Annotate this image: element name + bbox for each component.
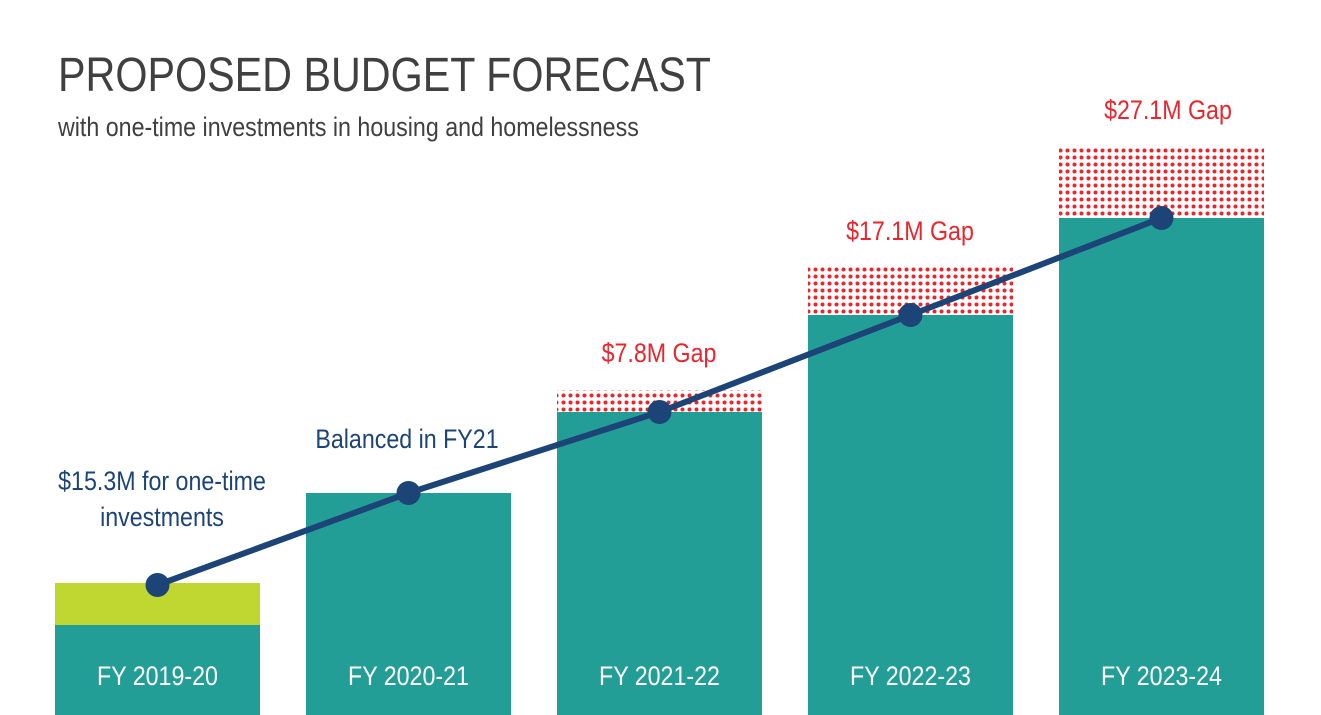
annotation-one-time: $15.3M for one-time investments xyxy=(58,466,266,532)
annotation-line: Balanced in FY21 xyxy=(315,424,498,454)
annotation-line: $17.1M Gap xyxy=(846,216,974,246)
bar-base xyxy=(557,412,762,715)
annotation-line: $7.8M Gap xyxy=(602,338,717,368)
trend-point xyxy=(1149,206,1174,230)
category-label: FY 2019-20 xyxy=(97,661,218,691)
category-label: FY 2023-24 xyxy=(1101,661,1222,691)
annotation-line: investments xyxy=(100,502,224,532)
category-label: FY 2022-23 xyxy=(850,661,971,691)
chart-subtitle: with one-time investments in housing and… xyxy=(58,112,639,142)
bar-base xyxy=(306,493,511,715)
annotation-balanced: Balanced in FY21 xyxy=(315,424,498,454)
annotation-gap: $17.1M Gap xyxy=(846,216,974,246)
trend-point xyxy=(145,573,170,597)
line-layer xyxy=(145,206,1174,597)
bars-layer xyxy=(55,148,1264,715)
trend-point xyxy=(647,400,672,424)
annotation-gap: $27.1M Gap xyxy=(1104,95,1232,125)
bar-base xyxy=(1059,218,1264,715)
trend-point xyxy=(396,481,421,505)
bar-base xyxy=(55,625,260,715)
bar-base xyxy=(808,315,1013,715)
annotation-line: $27.1M Gap xyxy=(1104,95,1232,125)
labels-layer: FY 2019-20 FY 2020-21 FY 2021-22 FY 2022-23… xyxy=(58,95,1232,691)
trend-point xyxy=(898,303,923,327)
chart-title: PROPOSED BUDGET FORECAST xyxy=(58,49,711,102)
annotation-gap: $7.8M Gap xyxy=(602,338,717,368)
category-label: FY 2020-21 xyxy=(348,661,469,691)
category-label: FY 2021-22 xyxy=(599,661,720,691)
annotation-line: $15.3M for one-time xyxy=(58,466,266,496)
